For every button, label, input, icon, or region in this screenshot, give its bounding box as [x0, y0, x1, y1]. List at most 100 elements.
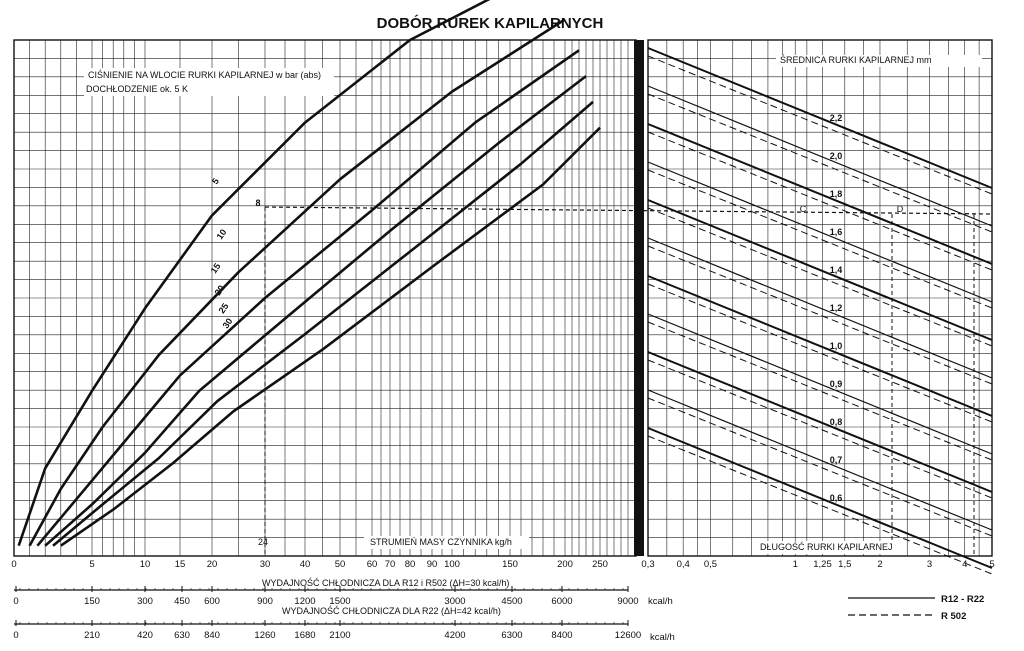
- right-grid: [647, 39, 993, 557]
- x-tick-label: 20: [207, 559, 218, 570]
- legend-r12-r22: R12 - R22: [941, 594, 984, 605]
- r22-scale-tick-label: 630: [174, 630, 190, 641]
- subcool-label: DOCHŁODZENIE ok. 5 K: [86, 84, 188, 94]
- diameter-line-r502: [647, 131, 993, 271]
- r12-unit: kcal/h: [648, 596, 673, 607]
- diameter-label-7: 0,9: [830, 379, 843, 389]
- diameter-label-3: 1,6: [830, 227, 843, 237]
- pressure-curves: [17, 0, 993, 556]
- x-tick-label: 5: [989, 559, 994, 570]
- r12-scale-tick-label: 1200: [294, 596, 315, 607]
- diameter-label-5: 1,2: [830, 303, 843, 313]
- x-tick-label: 5: [89, 559, 94, 570]
- diameter-line-r502: [647, 245, 993, 385]
- curve-30: [60, 126, 601, 547]
- curve-label-25: 25: [217, 301, 231, 315]
- diameter-line: [647, 237, 993, 379]
- curve-15: [36, 49, 580, 547]
- r22-scale-tick-label: 1260: [254, 630, 275, 641]
- label-bg: [776, 55, 982, 67]
- x-tick-label: 1,5: [838, 559, 851, 570]
- diameter-line: [647, 389, 993, 531]
- pressure-label: CIŚNIENIE NA WLOCIE RURKI KAPILARNEJ w b…: [88, 69, 321, 80]
- x-tick-label: 0,3: [641, 559, 654, 570]
- diameter-label-6: 1,0: [830, 341, 843, 351]
- r22-scale-tick-label: 6300: [501, 630, 522, 641]
- diameter-line-r502: [647, 283, 993, 423]
- chart-divider: [634, 40, 644, 556]
- x-tick-label: 2: [877, 559, 882, 570]
- left-grid: [14, 39, 636, 557]
- diameter-label-2: 1,8: [830, 189, 843, 199]
- x-tick-label: 70: [385, 559, 396, 570]
- chart-title: DOBÓR RUREK KAPILARNYCH: [377, 14, 604, 32]
- marker-24: 24: [258, 537, 268, 547]
- labels: 0 5 10 15 20 30 40 50 60 70 80 90 100 150 200 250 0,3 0,4…: [11, 113, 994, 641]
- curve-10: [28, 18, 566, 547]
- x-tick-label: 100: [444, 559, 460, 570]
- r12-scale-tick-label: 4500: [501, 596, 522, 607]
- x-tick-label: 60: [367, 559, 378, 570]
- curve-20: [44, 75, 587, 547]
- selection-line: [264, 206, 993, 215]
- r22-scale-tick-label: 210: [84, 630, 100, 641]
- diameter-line: [647, 427, 993, 569]
- x-tick-label: 0: [11, 559, 16, 570]
- r22-scale-tick-label: 2100: [329, 630, 350, 641]
- x-tick-label: 0,4: [677, 559, 690, 570]
- x-tick-label: 15: [175, 559, 186, 570]
- mass-flow-label: STRUMIEŃ MASY CZYNNIKA kg/h: [370, 537, 512, 547]
- x-tick-label: 10: [140, 559, 151, 570]
- diameter-label-0: 2,2: [830, 113, 843, 123]
- diameter-line: [647, 85, 993, 227]
- diameter-label-9: 0,7: [830, 455, 843, 465]
- x-tick-label: 80: [405, 559, 416, 570]
- r22-scale-tick-label: 8400: [551, 630, 572, 641]
- r12-scale-tick-label: 450: [174, 596, 190, 607]
- marker-d: D: [897, 204, 904, 214]
- diameter-line-r502: [647, 435, 993, 575]
- x-tick-label: 30: [260, 559, 271, 570]
- diameter-line-r502: [647, 207, 993, 347]
- diameter-line: [647, 275, 993, 417]
- diameter-label-1: 2,0: [830, 151, 843, 161]
- r12-scale-label: WYDAJNOŚĆ CHŁODNICZA DLA R12 i R502 (ΔH=…: [262, 577, 509, 588]
- r22-scale-tick-label: 840: [204, 630, 220, 641]
- marker-c: C: [800, 204, 807, 214]
- r12-scale-tick-label: 900: [257, 596, 273, 607]
- curve-5: [17, 0, 491, 547]
- label-bg: [756, 541, 896, 554]
- curve-label-10: 10: [215, 227, 229, 241]
- r12-scale-tick-label: 3000: [444, 596, 465, 607]
- legend-r502: R 502: [941, 611, 966, 622]
- x-tick-label: 150: [502, 559, 518, 570]
- r12-scale-tick-label: 300: [137, 596, 153, 607]
- r22-scale-tick-label: 1680: [294, 630, 315, 641]
- x-tick-label: 1,25: [813, 559, 832, 570]
- label-bg: [84, 68, 334, 96]
- diameter-line: [647, 123, 993, 265]
- diameter-label-8: 0,8: [830, 417, 843, 427]
- diameter-label-10: 0,6: [830, 493, 843, 503]
- curve-label-30: 30: [221, 316, 235, 330]
- right-frame: [647, 39, 993, 557]
- x-tick-label: 4: [962, 559, 967, 570]
- r22-scale-tick-label: 0: [13, 630, 18, 641]
- diameter-label-4: 1,4: [830, 265, 843, 275]
- frames: [13, 39, 993, 557]
- diameter-line: [647, 47, 993, 189]
- x-tick-label: 50: [335, 559, 346, 570]
- curve-label-5: 5: [210, 176, 221, 186]
- r22-scale-tick-label: 12600: [615, 630, 641, 641]
- r12-scale-tick-label: 600: [204, 596, 220, 607]
- diameter-line-r502: [647, 321, 993, 461]
- r22-scale-label: WYDAJNOŚĆ CHŁODNICZA DLA R22 (ΔH=42 kcal…: [282, 605, 501, 616]
- marker-8: 8: [255, 198, 260, 208]
- r12-scale-tick-label: 9000: [617, 596, 638, 607]
- x-tick-label: 0,5: [704, 559, 717, 570]
- r12-scale-tick-label: 150: [84, 596, 100, 607]
- diameter-line-r502: [647, 55, 993, 195]
- x-tick-label: 40: [300, 559, 311, 570]
